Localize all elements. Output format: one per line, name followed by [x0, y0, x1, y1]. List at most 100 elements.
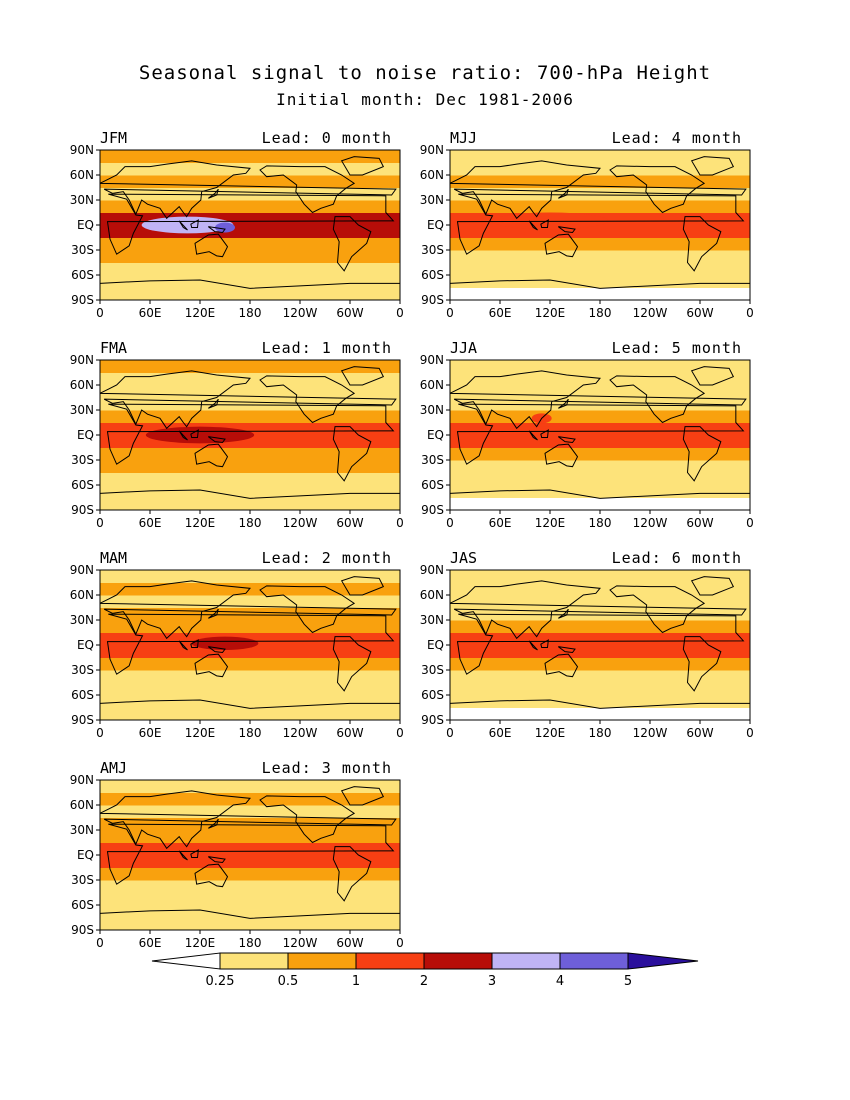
colorbar-low-arrow: [151, 952, 221, 970]
contour-band: [100, 447, 400, 461]
contour-band: [100, 410, 400, 423]
contour-blob: [141, 216, 234, 234]
coastline: [450, 370, 747, 430]
y-tick-label: 60S: [421, 688, 444, 702]
x-tick-label: 60W: [686, 306, 713, 320]
coastline: [450, 489, 750, 510]
y-tick-label: 30N: [70, 193, 94, 207]
x-tick-label: 180: [589, 726, 612, 740]
coastline: [540, 639, 549, 648]
x-tick-label: 120W: [283, 516, 318, 530]
coastline: [340, 786, 385, 806]
x-tick-label: 120W: [633, 306, 668, 320]
colorbar-segment: [219, 952, 289, 970]
x-tick-label: 120E: [185, 516, 216, 530]
coastline: [450, 160, 747, 220]
y-tick-label: 90N: [420, 563, 444, 577]
contour-band: [450, 632, 750, 658]
coastline: [259, 585, 356, 634]
panel-season-label: MJJ: [450, 129, 477, 147]
x-tick-label: 60W: [336, 306, 363, 320]
contour-band: [450, 570, 750, 583]
contour-band: [100, 707, 400, 720]
panel-lead-label: Lead: 6 month: [612, 549, 742, 567]
coastline: [208, 818, 219, 829]
coastline: [178, 220, 188, 231]
coastline: [450, 580, 747, 640]
coastline: [690, 576, 735, 596]
colorbar-label: 0.25: [206, 974, 235, 989]
colorbar-high-arrow: [627, 952, 699, 970]
coastline: [194, 863, 229, 888]
colorbar-label: 3: [488, 974, 496, 989]
coastline: [609, 585, 706, 634]
coastline: [340, 366, 385, 386]
y-tick-label: 30N: [420, 193, 444, 207]
x-tick-label: 0: [96, 936, 104, 950]
panel-season-label: JAS: [450, 549, 477, 567]
x-tick-label: 60W: [336, 936, 363, 950]
coastline: [106, 403, 395, 465]
y-tick-label: 60N: [420, 588, 444, 602]
y-tick-label: 60S: [421, 268, 444, 282]
contour-band: [450, 250, 750, 263]
x-tick-label: 60E: [139, 726, 162, 740]
y-tick-label: 90N: [420, 143, 444, 157]
coastline: [558, 646, 576, 654]
coastline: [558, 398, 569, 409]
contour-band: [100, 880, 400, 893]
colorbar-segment: [423, 952, 493, 970]
y-tick-label: 90N: [420, 353, 444, 367]
contour-blob: [145, 426, 255, 444]
coastline: [609, 375, 706, 424]
coastline: [190, 219, 199, 228]
coastline: [259, 795, 356, 844]
contour-band: [100, 657, 400, 671]
y-tick-label: 60N: [70, 168, 94, 182]
y-tick-label: 30N: [70, 613, 94, 627]
coastline: [100, 699, 400, 720]
coastline: [106, 823, 395, 885]
coastline: [194, 233, 229, 258]
contour-band: [100, 682, 400, 696]
contour-band: [450, 237, 750, 251]
x-tick-label: 120E: [535, 306, 566, 320]
contour-band: [100, 867, 400, 881]
contour-band: [450, 447, 750, 461]
x-tick-label: 180: [239, 936, 262, 950]
contour-band: [100, 472, 400, 486]
x-tick-label: 180: [239, 516, 262, 530]
contour-band: [100, 262, 400, 276]
coastline: [106, 613, 395, 675]
panel-lead-label: Lead: 0 month: [262, 129, 392, 147]
y-tick-label: 90S: [71, 923, 94, 937]
y-tick-label: 60S: [71, 268, 94, 282]
coastline: [528, 640, 538, 651]
coastline: [456, 403, 745, 465]
coastline: [558, 226, 576, 234]
x-tick-label: 60W: [336, 726, 363, 740]
y-tick-label: 90S: [421, 503, 444, 517]
colorbar-segment: [491, 952, 561, 970]
coastline: [190, 849, 199, 858]
contour-blob: [215, 222, 235, 233]
contour-band: [450, 422, 750, 448]
x-tick-label: 120E: [185, 306, 216, 320]
coastline: [194, 443, 229, 468]
coastline: [208, 608, 219, 619]
panel-lead-label: Lead: 4 month: [612, 129, 742, 147]
contour-band: [100, 892, 400, 906]
x-tick-label: 60E: [139, 936, 162, 950]
coastline: [528, 220, 538, 231]
x-tick-label: 0: [96, 516, 104, 530]
contour-band: [100, 200, 400, 213]
x-tick-label: 0: [396, 936, 404, 950]
coastline: [190, 639, 199, 648]
colorbar: 0.25 0.5 1 2 3 4 5: [151, 952, 699, 989]
y-tick-label: 60N: [70, 798, 94, 812]
y-tick-label: 60S: [421, 478, 444, 492]
